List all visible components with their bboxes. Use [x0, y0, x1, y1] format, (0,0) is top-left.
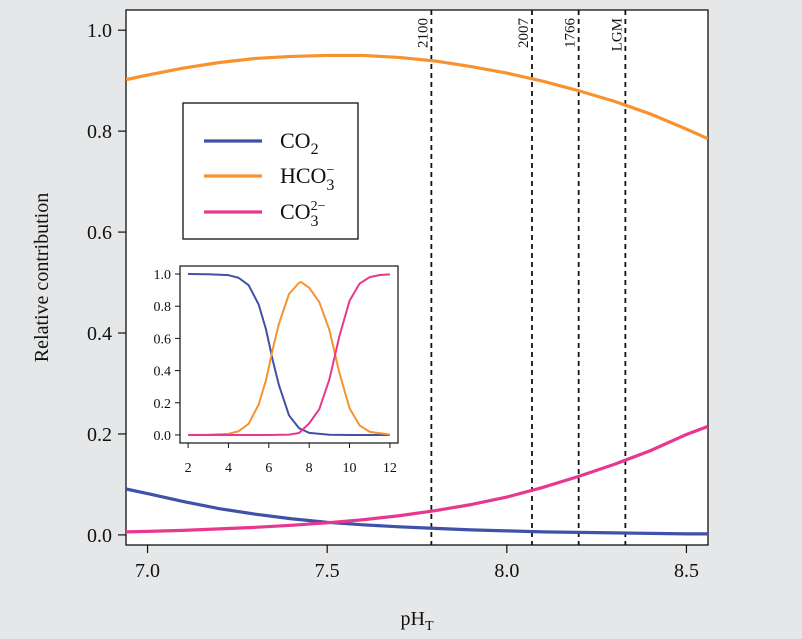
y-tick-label: 0.4 — [87, 323, 112, 345]
inset-x-tick-label: 4 — [225, 461, 232, 476]
legend-label-hco3: HCO− 3 — [280, 163, 334, 194]
x-tick-label: 7.0 — [135, 560, 160, 582]
x-axis-label: pHT — [400, 608, 433, 634]
vline-label: 1766 — [563, 18, 579, 49]
series-co2-line — [126, 487, 708, 536]
legend: CO2 HCO− 3 CO2− 3 — [182, 102, 359, 240]
inset-y-tick-label: 0.8 — [154, 300, 172, 315]
x-tick-label: 8.5 — [674, 560, 699, 582]
y-tick-label: 0.6 — [87, 222, 112, 244]
vline-label: LGM — [609, 18, 625, 51]
inset-plot: 0.0 0.2 0.4 0.6 0.8 1.0 2 4 6 8 10 12 — [130, 256, 406, 484]
inset-x-tick-label: 2 — [185, 461, 192, 476]
vline-label: 2007 — [516, 18, 532, 49]
inset-x-tick-label: 8 — [306, 461, 313, 476]
inset-y-tick-label: 0.4 — [154, 365, 172, 380]
inset-y-tick-label: 0.6 — [154, 332, 172, 347]
inset-x-tick-label: 6 — [265, 461, 272, 476]
inset-series-hco3-line — [188, 281, 391, 436]
vline-label: 2100 — [415, 18, 431, 48]
x-tick-label: 7.5 — [315, 560, 340, 582]
y-tick-label: 0.2 — [87, 424, 112, 446]
legend-box — [182, 102, 359, 240]
y-tick-label: 0.0 — [87, 525, 112, 547]
legend-label-co2: CO2 — [280, 128, 319, 158]
y-tick-label: 1.0 — [87, 20, 112, 42]
series-hco3-line — [126, 53, 708, 141]
inset-y-tick-label: 0.2 — [154, 397, 172, 412]
inset-y-tick-label: 1.0 — [154, 268, 172, 283]
legend-label-co3: CO2− 3 — [280, 199, 326, 230]
inset-series-co2-line — [188, 273, 390, 436]
y-axis-label: Relative contribution — [31, 193, 53, 362]
series-co3-line — [126, 424, 708, 534]
inset-x-tick-label: 10 — [343, 461, 357, 476]
y-tick-label: 0.8 — [87, 121, 112, 143]
x-tick-label: 8.0 — [494, 560, 519, 582]
inset-series-co3-line — [188, 273, 390, 436]
inset-x-tick-label: 12 — [383, 461, 397, 476]
inset-y-tick-label: 0.0 — [154, 429, 172, 444]
